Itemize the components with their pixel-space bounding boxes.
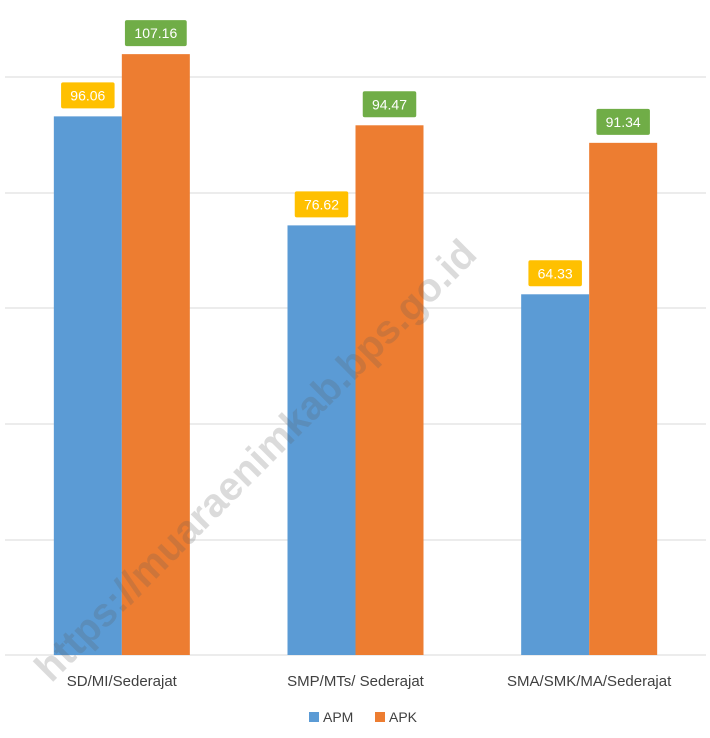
data-label: 91.34 — [606, 114, 641, 130]
data-label-box — [124, 20, 187, 47]
data-label-box — [61, 82, 115, 109]
legend-label: APM — [323, 709, 353, 725]
bar-apk — [589, 142, 658, 655]
data-label: 96.06 — [70, 87, 105, 103]
category-labels: SD/MI/Sederajat SMP/MTs/ Sederajat SMA/SMK… — [67, 673, 672, 690]
bar-apm — [521, 294, 590, 655]
data-label: 76.62 — [304, 196, 339, 212]
legend-swatch — [375, 712, 385, 722]
bar-apk — [121, 54, 190, 656]
bar-apm — [287, 225, 356, 655]
category-label: SMP/MTs/ Sederajat — [287, 673, 425, 690]
bar-apm — [53, 116, 122, 655]
bars — [53, 54, 658, 656]
legend: APM APK — [309, 709, 418, 725]
legend-swatch — [309, 712, 319, 722]
data-labels: 96.06 107.16 76.62 94.47 64.33 91.34 — [61, 20, 650, 287]
data-label-box — [362, 91, 417, 118]
category-label: SMA/SMK/MA/Sederajat — [507, 673, 672, 690]
data-label-box — [528, 260, 582, 287]
data-label: 107.16 — [134, 25, 177, 41]
legend-label: APK — [389, 709, 418, 725]
data-label: 94.47 — [372, 96, 407, 112]
data-label-box — [596, 108, 650, 135]
data-label: 64.33 — [538, 265, 573, 281]
category-label: SD/MI/Sederajat — [67, 673, 178, 690]
bar-apk — [355, 125, 424, 655]
data-label-box — [294, 191, 349, 218]
